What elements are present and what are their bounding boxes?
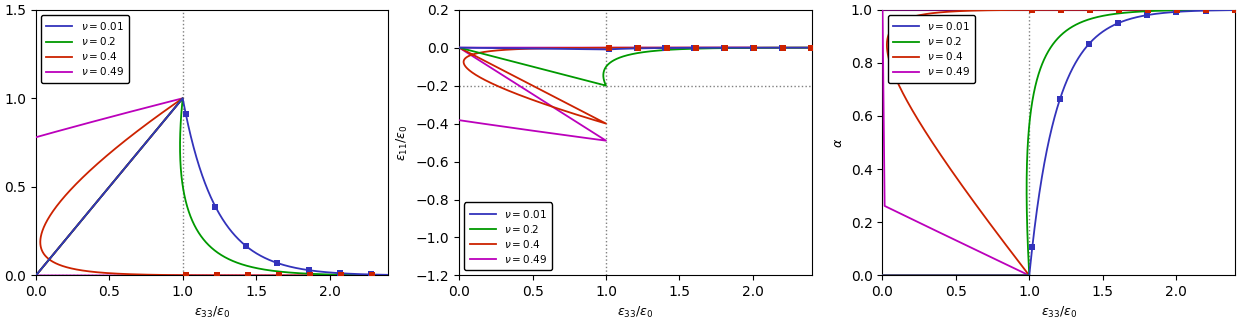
Legend: $\nu = 0.01$, $\nu = 0.2$, $\nu = 0.4$, $\nu = 0.49$: $\nu = 0.01$, $\nu = 0.2$, $\nu = 0.4$, … [41, 15, 129, 83]
X-axis label: $\varepsilon_{33}/\varepsilon_0$: $\varepsilon_{33}/\varepsilon_0$ [1041, 305, 1077, 320]
Y-axis label: $\varepsilon_{11}/\varepsilon_0$: $\varepsilon_{11}/\varepsilon_0$ [395, 124, 410, 161]
Y-axis label: $\alpha$: $\alpha$ [833, 137, 845, 148]
X-axis label: $\varepsilon_{33}/\varepsilon_0$: $\varepsilon_{33}/\varepsilon_0$ [195, 305, 230, 320]
Legend: $\nu = 0.01$, $\nu = 0.2$, $\nu = 0.4$, $\nu = 0.49$: $\nu = 0.01$, $\nu = 0.2$, $\nu = 0.4$, … [887, 15, 975, 83]
X-axis label: $\varepsilon_{33}/\varepsilon_0$: $\varepsilon_{33}/\varepsilon_0$ [617, 305, 653, 320]
Legend: $\nu = 0.01$, $\nu = 0.2$, $\nu = 0.4$, $\nu = 0.49$: $\nu = 0.01$, $\nu = 0.2$, $\nu = 0.4$, … [465, 202, 553, 270]
